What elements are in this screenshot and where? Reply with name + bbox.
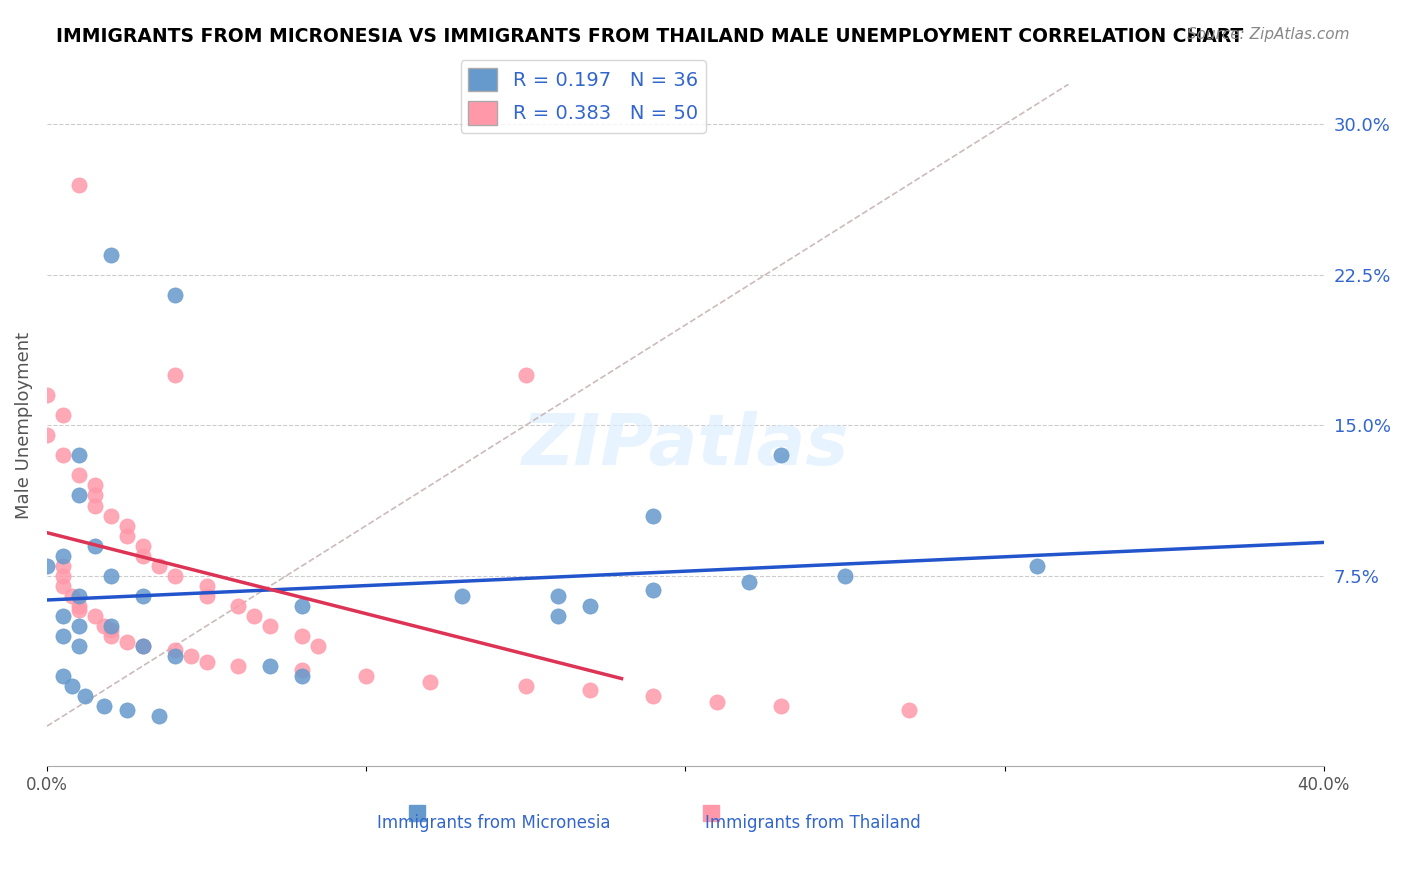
Point [307, 639, 329, 653]
Point [52, 568, 75, 582]
Point [131, 589, 153, 603]
Point [100, 629, 122, 643]
Point [100, 508, 122, 523]
Point [354, 669, 377, 683]
Point [643, 582, 665, 597]
Point [515, 368, 537, 383]
Point [515, 679, 537, 693]
Point [163, 643, 186, 657]
Point [67, 639, 90, 653]
Point [67, 619, 90, 633]
Point [163, 568, 186, 582]
Point [180, 648, 202, 663]
Point [52, 608, 75, 623]
Point [131, 639, 153, 653]
Point [52, 579, 75, 593]
Point [195, 655, 218, 669]
Point [547, 608, 569, 623]
Point [115, 703, 138, 717]
Point [228, 599, 250, 613]
Point [547, 589, 569, 603]
Text: Immigrants from Micronesia: Immigrants from Micronesia [377, 814, 610, 832]
Point [228, 659, 250, 673]
Point [738, 574, 761, 589]
Point [93, 699, 115, 714]
Point [67, 178, 90, 192]
Point [52, 629, 75, 643]
Text: 40.0%: 40.0% [1298, 776, 1350, 795]
Text: ZIPatlas: ZIPatlas [522, 411, 849, 480]
Point [67, 599, 90, 613]
Point [131, 639, 153, 653]
Point [131, 539, 153, 553]
Y-axis label: Male Unemployment: Male Unemployment [15, 332, 32, 519]
Point [62, 589, 84, 603]
Point [93, 619, 115, 633]
Text: IMMIGRANTS FROM MICRONESIA VS IMMIGRANTS FROM THAILAND MALE UNEMPLOYMENT CORRELA: IMMIGRANTS FROM MICRONESIA VS IMMIGRANTS… [56, 27, 1243, 45]
Text: Immigrants from Thailand: Immigrants from Thailand [706, 814, 921, 832]
Point [115, 635, 138, 649]
Point [259, 619, 281, 633]
Point [62, 679, 84, 693]
Point [897, 703, 920, 717]
Point [67, 603, 90, 617]
Point [35, 428, 58, 442]
Point [259, 659, 281, 673]
Point [706, 695, 728, 709]
Point [291, 599, 314, 613]
Text: Source: ZipAtlas.com: Source: ZipAtlas.com [1187, 27, 1350, 42]
Point [52, 409, 75, 423]
Point [291, 669, 314, 683]
Legend: R = 0.197   N = 36, R = 0.383   N = 50: R = 0.197 N = 36, R = 0.383 N = 50 [461, 60, 706, 133]
Point [75, 689, 97, 703]
Point [67, 488, 90, 502]
Point [52, 448, 75, 462]
Point [195, 579, 218, 593]
Point [131, 549, 153, 563]
Point [67, 448, 90, 462]
Point [291, 663, 314, 677]
Point [83, 539, 105, 553]
Point [1025, 558, 1047, 573]
Point [52, 549, 75, 563]
Point [163, 288, 186, 302]
Point [578, 683, 600, 698]
Point [67, 468, 90, 483]
Point [100, 248, 122, 262]
Point [195, 589, 218, 603]
Point [100, 623, 122, 637]
Point [83, 499, 105, 513]
Point [83, 488, 105, 502]
Point [243, 608, 266, 623]
Point [83, 478, 105, 492]
Point [115, 518, 138, 533]
Point [419, 675, 441, 690]
Point [163, 648, 186, 663]
Point [83, 608, 105, 623]
Point [291, 629, 314, 643]
Point [451, 589, 474, 603]
Point [52, 669, 75, 683]
Point [115, 528, 138, 542]
Point [35, 558, 58, 573]
Point [163, 368, 186, 383]
Point [643, 508, 665, 523]
Point [35, 388, 58, 402]
Point [52, 558, 75, 573]
Point [148, 558, 170, 573]
Text: 0.0%: 0.0% [25, 776, 67, 795]
Point [643, 689, 665, 703]
Point [770, 699, 793, 714]
Point [100, 568, 122, 582]
Point [67, 589, 90, 603]
Point [834, 568, 856, 582]
Point [148, 709, 170, 723]
Point [770, 448, 793, 462]
Point [100, 619, 122, 633]
Point [578, 599, 600, 613]
